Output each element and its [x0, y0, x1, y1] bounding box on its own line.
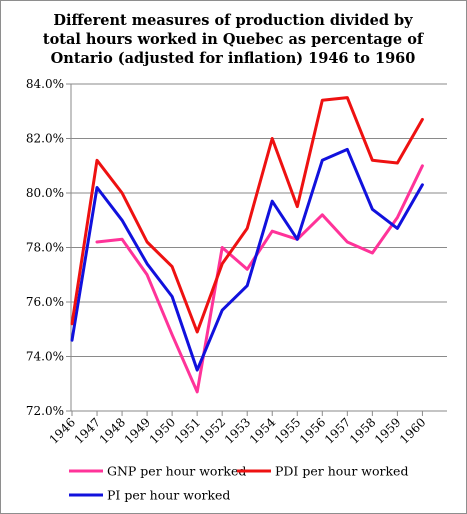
legend-label: PDI per hour worked	[275, 464, 408, 479]
gridlines	[71, 83, 447, 412]
x-tick-label: 1948	[97, 415, 128, 446]
x-tick-label: 1954	[247, 415, 279, 447]
x-tick-label: 1958	[347, 415, 378, 446]
x-tick-label: 1955	[272, 415, 303, 446]
legend: GNP per hour worked PDI per hour worked PI…	[69, 464, 408, 503]
x-tick-labels: 1946194719481949195019511952195319541955…	[47, 415, 429, 447]
chart-title: Different measures of production divided…	[43, 12, 425, 67]
series-line-pdi	[70, 96, 424, 334]
x-tick-label: 1947	[72, 415, 103, 446]
x-tick-label: 1960	[397, 415, 428, 446]
series-line-pi	[70, 147, 424, 372]
y-tick-labels: 72.0% 74.0% 76.0% 78.0% 80.0% 82.0% 84.0%	[26, 77, 64, 418]
x-tick-label: 1959	[372, 415, 403, 446]
title-line-1: Different measures of production divided…	[53, 12, 413, 29]
y-tick-label: 78.0%	[26, 241, 64, 255]
x-tick-label: 1952	[197, 415, 228, 446]
x-tick-label: 1957	[322, 415, 353, 446]
legend-label: PI per hour worked	[107, 488, 230, 503]
series-lines	[70, 96, 424, 394]
title-line-3: Ontario (adjusted for inflation) 1946 to…	[51, 50, 416, 67]
y-tick-label: 76.0%	[26, 295, 64, 309]
y-tick-label: 84.0%	[26, 77, 64, 91]
x-tick-label: 1950	[147, 415, 178, 446]
x-tick-label: 1953	[222, 415, 253, 446]
x-tick-label: 1949	[122, 415, 153, 446]
y-tick-label: 72.0%	[26, 404, 64, 418]
y-tick-label: 82.0%	[26, 132, 64, 146]
legend-label: GNP per hour worked	[107, 464, 246, 479]
y-tick-label: 74.0%	[26, 350, 64, 364]
title-line-2: total hours worked in Quebec as percenta…	[43, 31, 425, 48]
x-tick-label: 1956	[297, 415, 328, 446]
y-tick-label: 80.0%	[26, 186, 64, 200]
x-tick-label: 1946	[47, 415, 78, 446]
x-tick-label: 1951	[172, 415, 203, 446]
axes	[66, 83, 447, 416]
series-line-gnp	[95, 164, 424, 394]
